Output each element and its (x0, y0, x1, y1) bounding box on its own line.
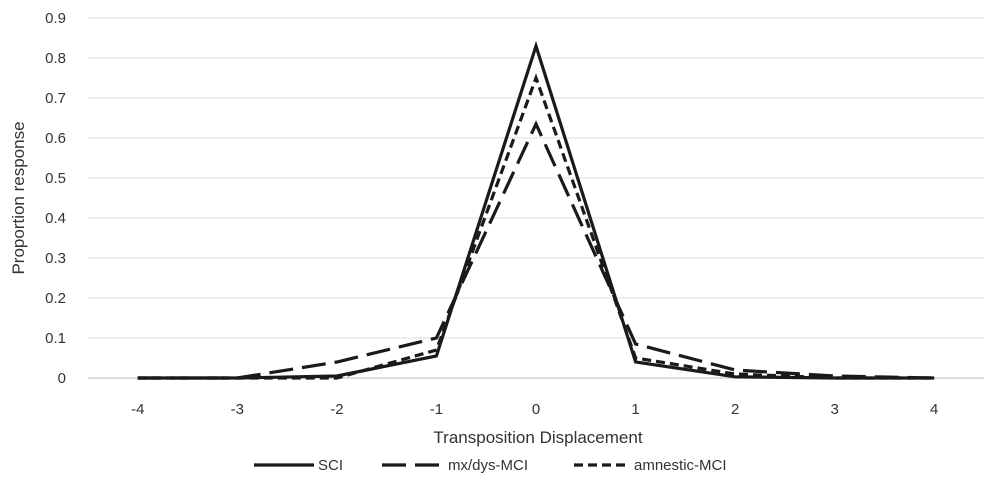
legend-label-3: amnestic-MCI (634, 457, 727, 474)
x-tick-label: 3 (830, 401, 838, 418)
y-tick-label: 0.5 (45, 170, 66, 187)
x-tick-label: 2 (731, 401, 739, 418)
y-tick-label: 0.4 (45, 210, 66, 227)
legend: SCI mx/dys-MCI amnestic-MCI (254, 457, 727, 474)
series-line-2 (137, 120, 935, 380)
y-tick-label: 0.2 (45, 290, 66, 307)
x-tick-label: -2 (330, 401, 343, 418)
x-tick-label: -4 (131, 401, 144, 418)
y-tick-label: 0.8 (45, 50, 66, 67)
y-tick-label: 0.1 (45, 330, 66, 347)
series-lines (137, 40, 935, 380)
series-line-1 (137, 40, 935, 380)
y-tick-label: 0.3 (45, 250, 66, 267)
legend-label-1: SCI (318, 457, 343, 474)
legend-label-2: mx/dys-MCI (448, 457, 528, 474)
y-tick-label: 0.6 (45, 130, 66, 147)
x-tick-label: 4 (930, 401, 938, 418)
gridlines (88, 17, 984, 339)
y-tick-label: 0 (58, 370, 66, 387)
x-axis-title: Transposition Displacement (433, 428, 642, 447)
series-line-3 (137, 73, 935, 380)
x-tick-label: 1 (631, 401, 639, 418)
x-tick-labels: -4 -3 -2 -1 0 1 2 3 4 (131, 401, 938, 418)
y-tick-label: 0.9 (45, 10, 66, 27)
y-tick-labels: 0 0.1 0.2 0.3 0.4 0.5 0.6 0.7 0.8 0.9 (45, 10, 66, 387)
x-tick-label: -1 (430, 401, 443, 418)
x-tick-label: -3 (231, 401, 244, 418)
y-axis-title: Proportion response (9, 121, 28, 274)
y-tick-label: 0.7 (45, 90, 66, 107)
x-tick-label: 0 (532, 401, 540, 418)
